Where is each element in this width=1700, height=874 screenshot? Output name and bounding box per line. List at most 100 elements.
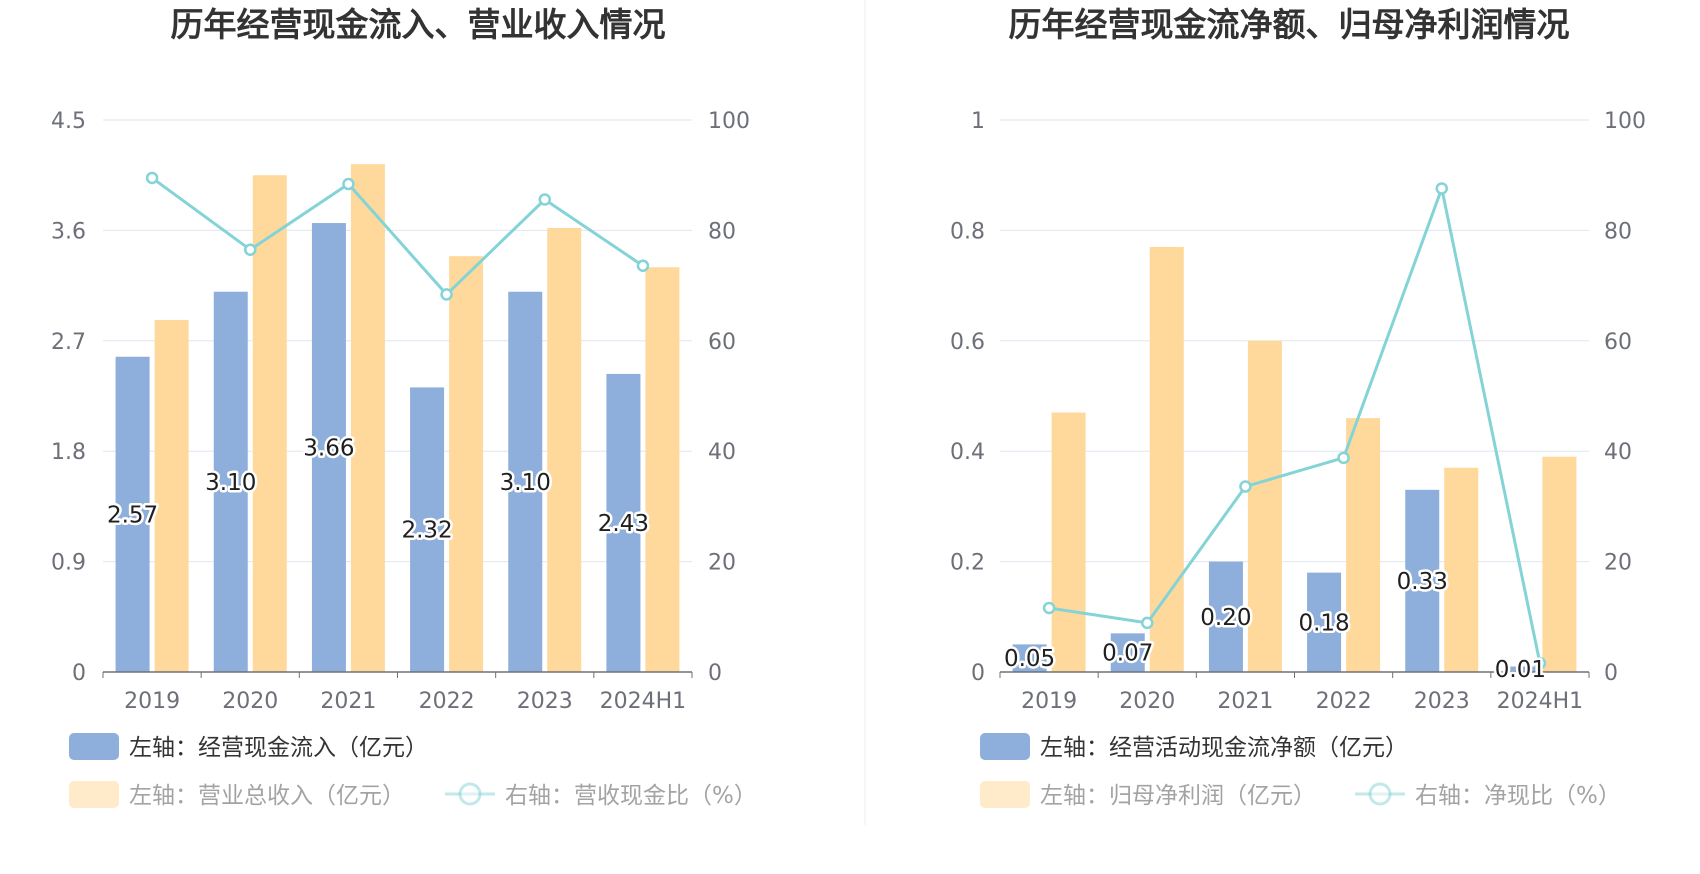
bar-primary [410,387,445,672]
line-point [1239,480,1252,493]
line-series-path [151,176,644,297]
legend-label: 左轴：归母净利润（亿元） [1040,783,1316,809]
bar-primary [1503,666,1538,672]
right-axis-tick-label: 80 [708,219,736,244]
line-series [1042,182,1547,670]
right-axis-tick-label: 100 [708,109,750,134]
x-axis-category-label: 2023 [1414,689,1470,714]
left-axis-tick-label: 0.2 [950,551,985,576]
bar-secondary [449,256,484,672]
legend-label: 右轴：净现比（%） [1415,783,1621,809]
line-point [244,243,257,256]
legend-swatch [69,781,119,808]
bars [1012,246,1577,672]
x-axis-categories: 2019 2020 2021 2022 2023 2024H1 [124,689,686,714]
bar-secondary [645,267,680,672]
chart-title: 历年经营现金流入、营业收入情况 [171,5,666,44]
x-axis-category-label: 2020 [1119,689,1175,714]
legend-item-line[interactable]: 右轴：净现比（%） [1355,782,1621,809]
left-axis-tick-label: 2.7 [51,330,86,355]
data-label: 0.01 [1495,657,1546,683]
line-point [1435,182,1448,195]
right-axis-tick-label: 40 [708,440,736,465]
x-axis-category-label: 2024H1 [600,689,687,714]
right-axis-tick-label: 100 [1604,109,1646,134]
data-label: 2.43 [598,511,649,537]
left-axis-tick-label: 0.4 [950,440,985,465]
line-point [1533,656,1547,670]
bar-primary [115,356,150,672]
data-label: 0.33 [1397,569,1448,595]
x-axis-category-label: 2022 [1316,689,1372,714]
left-axis-tick-label: 1 [971,109,985,134]
bar-secondary [154,319,189,672]
line-point [1141,616,1154,630]
left-axis-tick-label: 0 [72,661,86,686]
chart-panel-cashflow-revenue: 历年经营现金流入、营业收入情况 0 0.9 1.8 2.7 3.6 4.5 0 20 40 60… [51,5,757,809]
legend-marker [1368,782,1392,806]
right-axis-ticks: 0 20 40 60 80 100 [1604,109,1646,686]
bar-secondary [547,227,582,673]
legend-swatch [69,733,119,760]
legend-item-bar-primary[interactable]: 左轴：经营活动现金流净额（亿元） [980,733,1408,761]
bar-primary [1208,561,1243,672]
legend-label: 左轴：营业总收入（亿元） [129,783,405,809]
legend-item-bar-secondary[interactable]: 左轴：归母净利润（亿元） [980,781,1316,809]
right-axis-ticks: 0 20 40 60 80 100 [708,109,750,686]
x-axis-category-label: 2021 [320,689,376,714]
line-point [440,288,453,301]
bar-secondary [350,164,385,672]
right-axis-tick-label: 20 [708,551,736,576]
legend: 左轴：经营现金流入（亿元） 左轴：营业总收入（亿元） 右轴：营收现金比（%） [69,733,757,809]
bar-primary [213,291,248,672]
legend-item-bar-primary[interactable]: 左轴：经营现金流入（亿元） [69,733,428,761]
bar-primary [1307,572,1342,672]
legend-label: 左轴：经营现金流入（亿元） [129,735,428,761]
left-axis-tick-label: 3.6 [51,219,86,244]
left-axis-ticks: 0 0.9 1.8 2.7 3.6 4.5 [51,109,86,686]
line-point [1337,451,1350,465]
line-point [636,259,650,272]
right-axis-tick-label: 60 [708,330,736,355]
legend-label: 左轴：经营活动现金流净额（亿元） [1040,735,1408,761]
line-series-path [1048,182,1542,664]
x-axis-category-label: 2019 [124,689,180,714]
line-point [145,171,159,185]
right-axis-tick-label: 40 [1604,440,1632,465]
bar-secondary [252,175,287,672]
line-point [538,193,551,206]
grid-lines [1000,119,1589,563]
data-label: 3.10 [500,470,551,496]
grid-lines [103,119,692,563]
bar-secondary [1346,418,1381,672]
bar-secondary [1247,340,1282,672]
bar-secondary [1444,467,1479,672]
line-point [1042,601,1056,615]
x-axis-category-label: 2019 [1021,689,1077,714]
bar-secondary [1542,456,1577,672]
legend-item-bar-secondary[interactable]: 左轴：营业总收入（亿元） [69,781,405,809]
left-axis-ticks: 0 0.2 0.4 0.6 0.8 1 [950,109,985,686]
bar-primary [1110,633,1145,672]
left-axis-tick-label: 0.8 [950,219,985,244]
x-axis [102,671,693,678]
legend-swatch [980,781,1030,808]
bar-primary [1012,644,1047,672]
bar-primary [311,223,346,673]
data-label: 2.32 [401,518,452,544]
right-axis-tick-label: 20 [1604,551,1632,576]
left-axis-tick-label: 0 [971,661,985,686]
x-axis-category-label: 2022 [419,689,475,714]
bar-primary [508,291,543,672]
chart-panel-netcash-profit: 历年经营现金流净额、归母净利润情况 0 0.2 0.4 0.6 0.8 1 0 20 40 60… [950,5,1646,809]
x-axis-categories: 2019 2020 2021 2022 2023 2024H1 [1021,689,1583,714]
bar-primary [1405,489,1440,672]
data-label: 0.18 [1298,610,1349,636]
legend-item-line[interactable]: 右轴：营收现金比（%） [445,782,757,809]
x-axis [999,671,1590,678]
data-labels: 0.05 0.07 0.20 0.18 0.33 0.01 [1001,566,1548,685]
legend-swatch [980,733,1030,760]
right-axis-tick-label: 0 [708,661,722,686]
x-axis-category-label: 2023 [517,689,573,714]
